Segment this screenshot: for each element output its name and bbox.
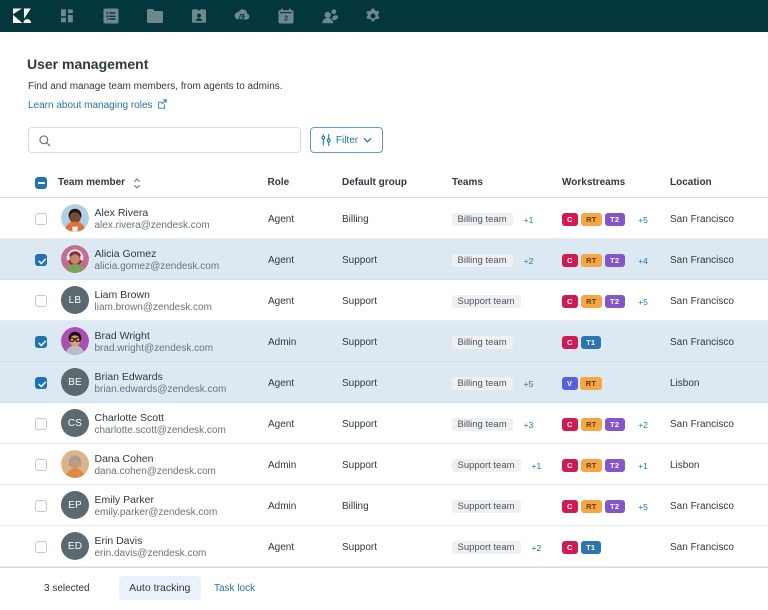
svg-text:2: 2 [284, 14, 288, 23]
